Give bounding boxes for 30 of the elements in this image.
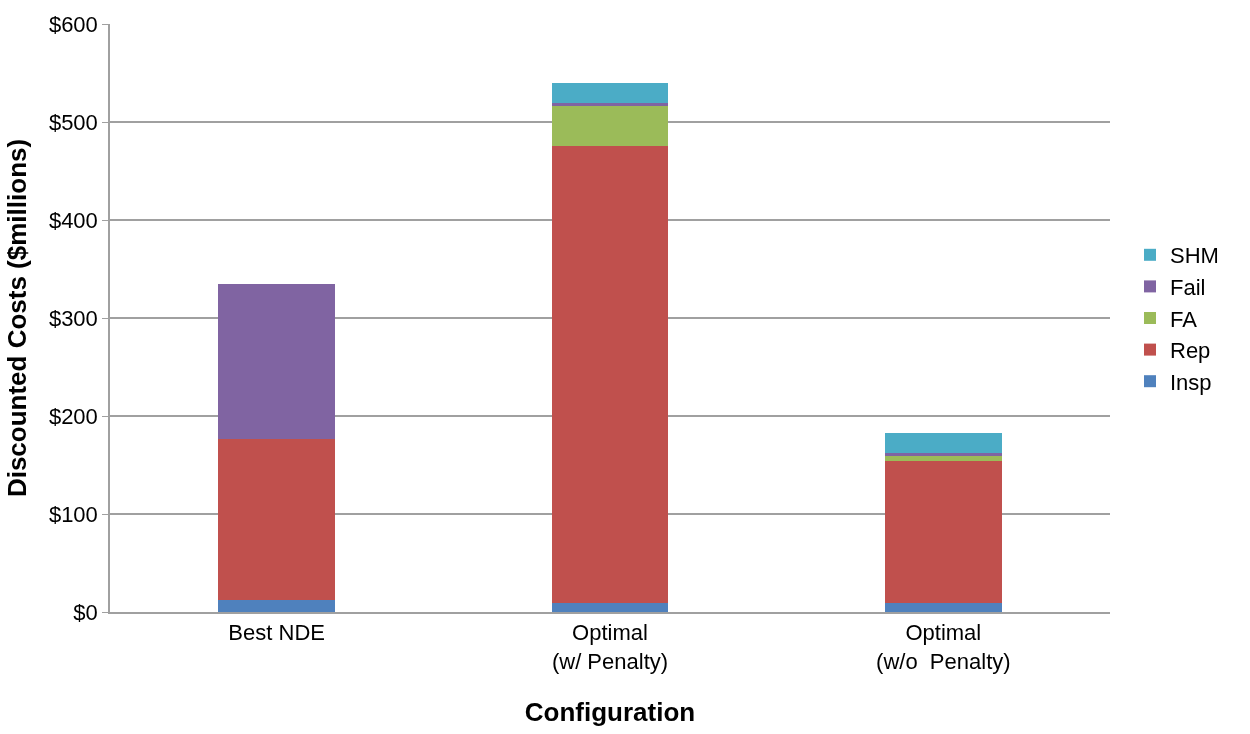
bar [551, 103, 669, 106]
bar [551, 145, 669, 604]
x-tick-label: Best NDE [228, 620, 325, 646]
legend-label: Fail [1170, 274, 1206, 300]
bar [218, 600, 335, 612]
y-tick-label: $100 [48, 501, 98, 527]
legend-label: FA [1170, 306, 1198, 332]
bar [551, 82, 669, 104]
bar [551, 603, 669, 612]
y-tick-label: $400 [48, 207, 98, 233]
legend-label: SHM [1170, 243, 1219, 269]
legend-label: Insp [1170, 369, 1212, 395]
bar [551, 105, 669, 146]
bar [885, 603, 1002, 612]
x-axis-title: Configuration [524, 696, 696, 727]
y-tick-label: $600 [48, 11, 98, 37]
bar [885, 453, 1002, 457]
y-axis-title: Discounted Costs ($millions) [1, 138, 32, 498]
bar [885, 456, 1002, 462]
bar [218, 438, 335, 601]
y-tick-label: $0 [73, 599, 98, 625]
bar [218, 283, 335, 439]
legend-label: Rep [1170, 338, 1211, 364]
y-tick-label: $300 [48, 305, 98, 331]
y-tick-label: $500 [48, 109, 98, 135]
bar [885, 432, 1002, 454]
y-tick-label: $200 [48, 403, 98, 429]
x-tick-label: Optimal (w/ Penalty) [551, 620, 669, 674]
x-tick-label: Optimal (w/o Penalty) [876, 620, 1011, 674]
bar [885, 461, 1002, 604]
